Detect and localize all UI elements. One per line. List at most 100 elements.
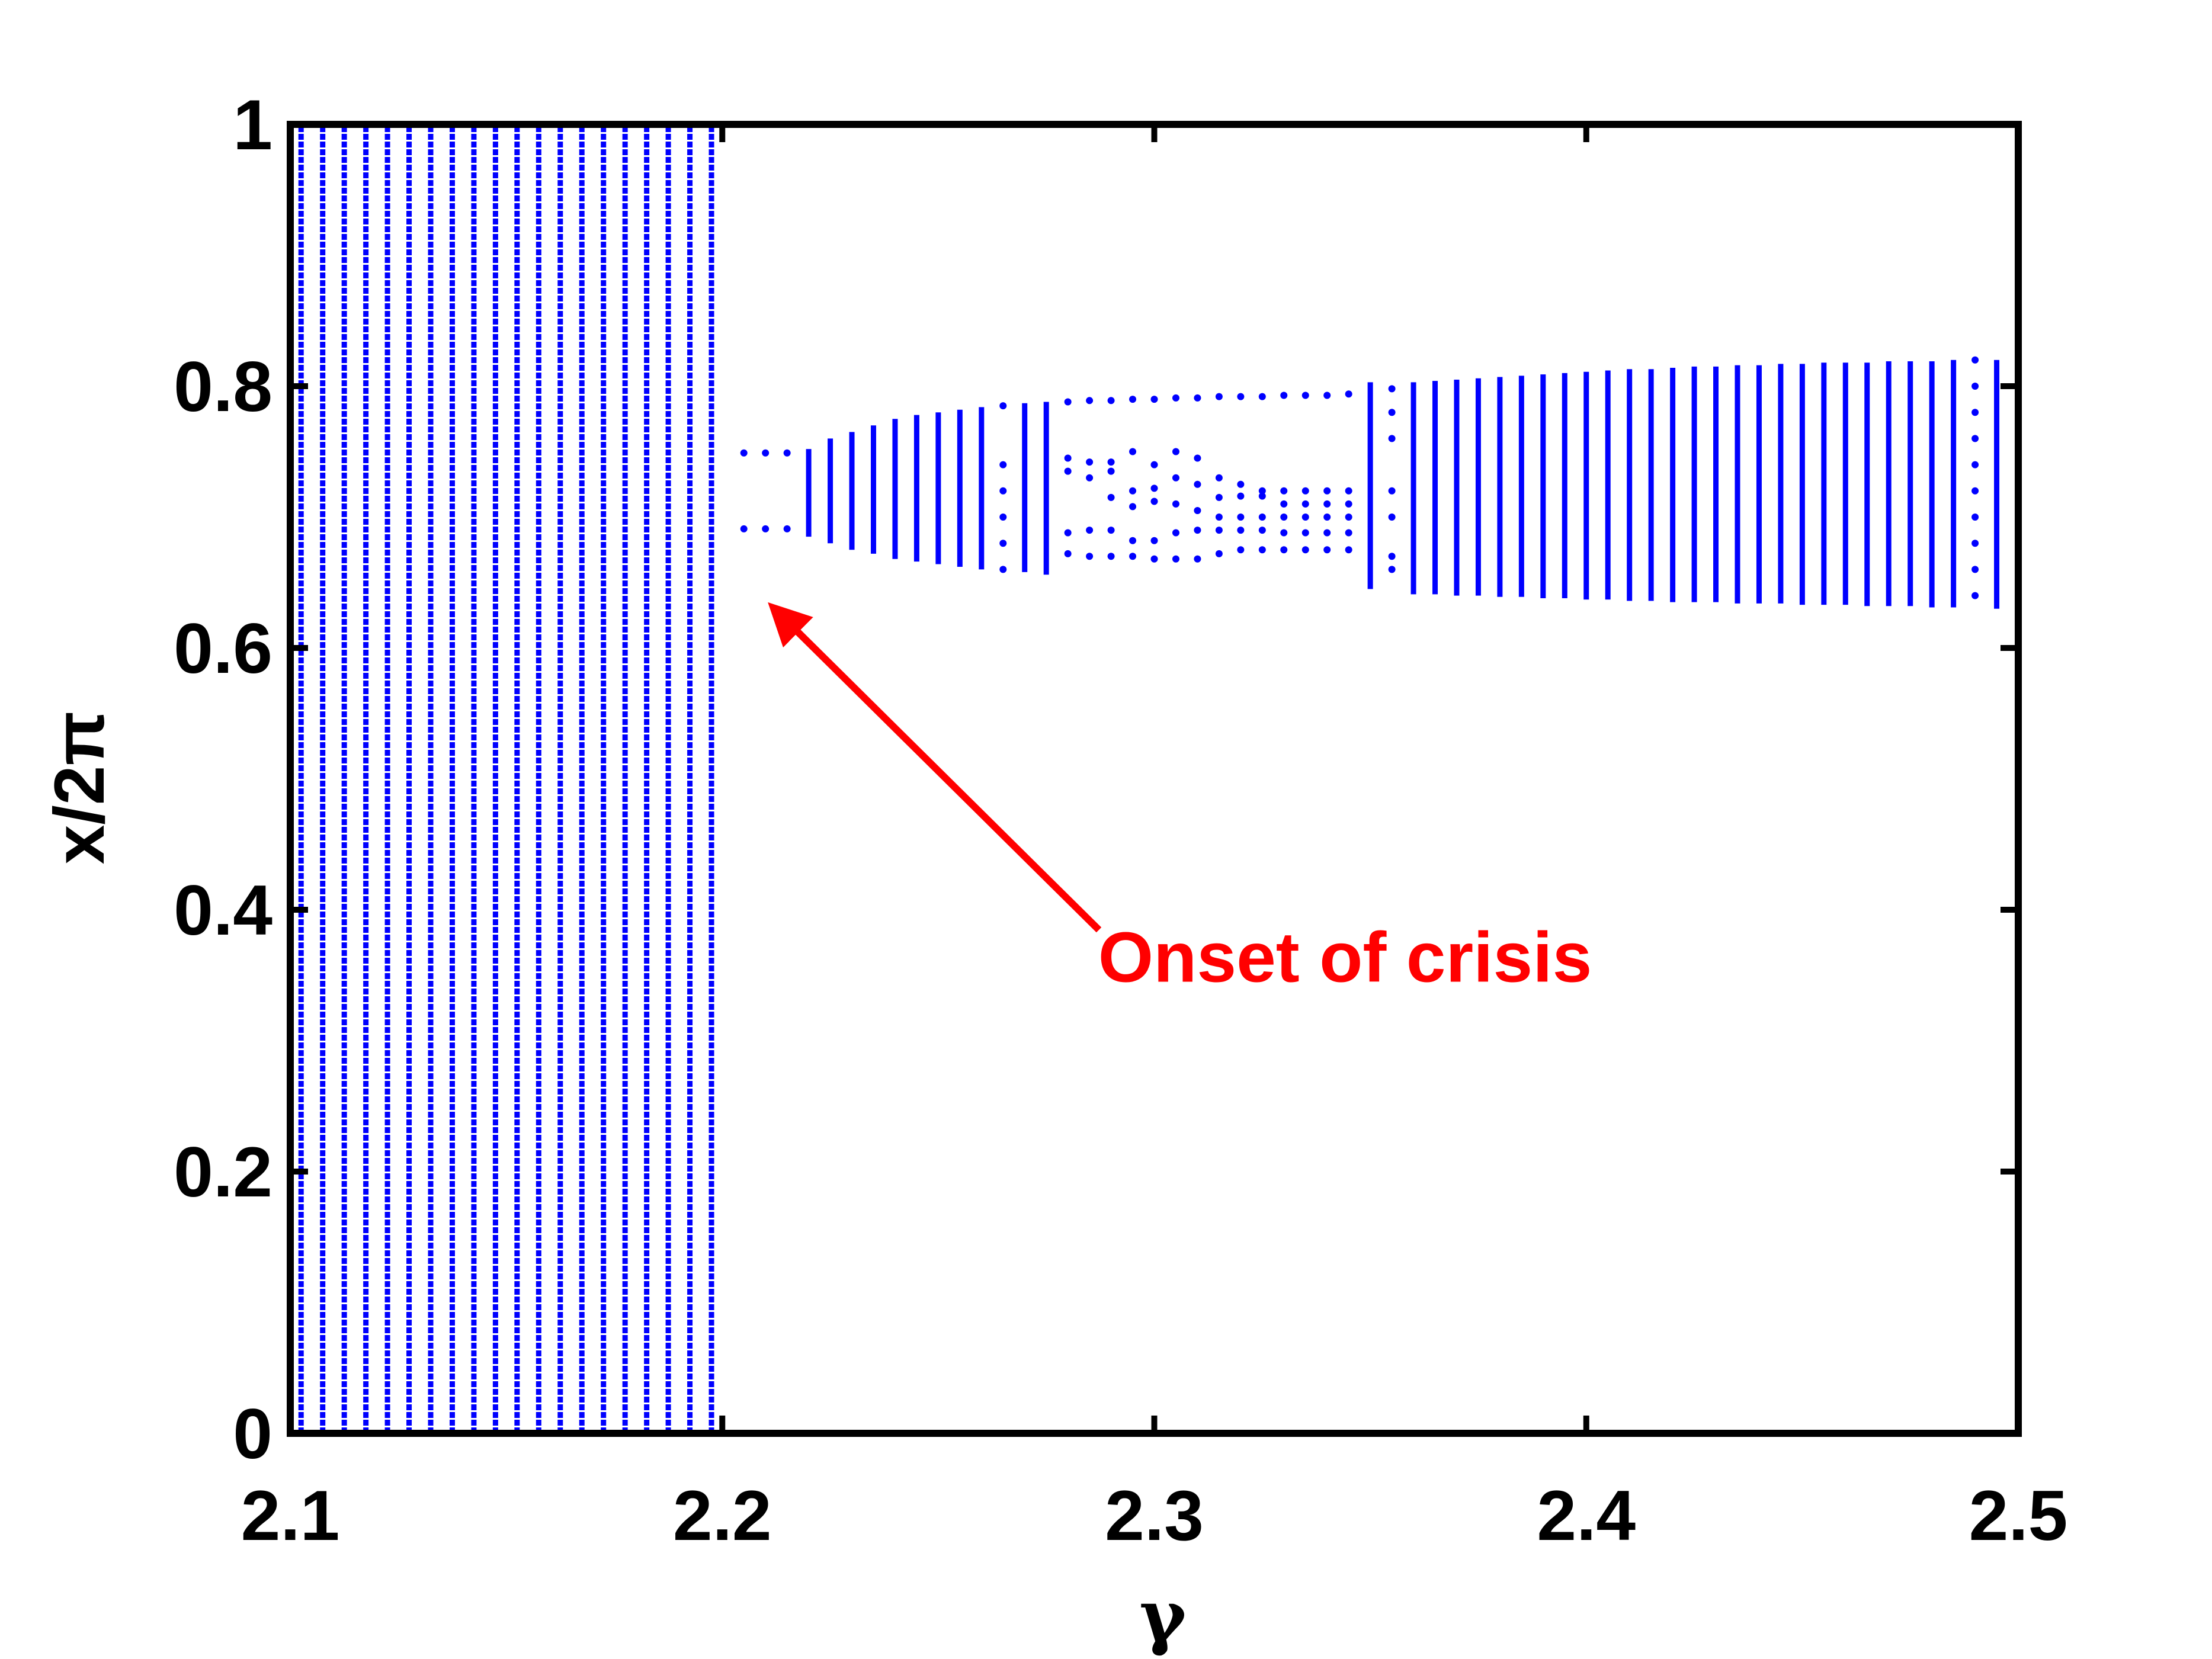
data-point	[1345, 500, 1352, 508]
data-point	[1388, 435, 1396, 442]
x-tick-label: 2.3	[1105, 1476, 1204, 1555]
data-point	[1258, 546, 1266, 554]
data-point	[1172, 555, 1179, 563]
data-point	[1323, 546, 1331, 554]
data-point	[1172, 500, 1179, 508]
data-point	[1345, 529, 1352, 537]
x-tick-label: 2.1	[241, 1476, 340, 1555]
data-point	[1194, 454, 1201, 462]
data-points-layer	[298, 124, 2000, 1433]
data-point	[1301, 487, 1309, 495]
annotation: Onset of crisis	[768, 602, 1592, 997]
data-point	[1388, 385, 1396, 393]
data-point	[1107, 397, 1115, 405]
data-point	[1280, 392, 1288, 399]
data-point	[1172, 394, 1179, 402]
data-point	[1215, 514, 1223, 521]
data-point	[783, 449, 791, 457]
x-tick-label: 2.4	[1537, 1476, 1636, 1555]
data-point	[1301, 514, 1309, 521]
data-point	[1086, 397, 1094, 405]
data-point	[1971, 409, 1979, 416]
y-tick-label: 1	[233, 85, 273, 165]
data-point	[1215, 550, 1223, 557]
data-point	[1258, 527, 1266, 534]
data-point	[1258, 393, 1266, 400]
data-point	[1323, 392, 1331, 399]
data-point	[1194, 506, 1201, 514]
data-point	[1194, 394, 1201, 402]
data-point	[1345, 514, 1352, 521]
data-point	[1971, 435, 1979, 442]
data-point	[1086, 527, 1094, 534]
data-point	[1215, 393, 1223, 400]
data-point	[1150, 537, 1158, 544]
y-axis-label: x/2π	[40, 711, 119, 865]
data-point	[1323, 500, 1331, 508]
data-point	[740, 525, 748, 532]
data-point	[1194, 555, 1201, 563]
data-point	[1280, 514, 1288, 521]
data-point	[999, 487, 1007, 495]
data-point	[999, 540, 1007, 547]
y-tick-label: 0.2	[174, 1132, 273, 1212]
data-point	[1388, 553, 1396, 560]
data-point	[1237, 393, 1245, 400]
data-point	[1107, 553, 1115, 560]
data-point	[1150, 484, 1158, 492]
data-point	[1301, 529, 1309, 537]
data-point	[1237, 546, 1245, 554]
y-tick-label: 0.6	[174, 609, 273, 688]
data-point	[1215, 474, 1223, 482]
data-point	[1064, 529, 1072, 537]
data-point	[783, 525, 791, 532]
data-point	[1301, 500, 1309, 508]
data-point	[1258, 492, 1266, 500]
data-point	[1064, 398, 1072, 406]
data-point	[999, 566, 1007, 573]
data-point	[1323, 487, 1331, 495]
data-point	[1301, 392, 1309, 399]
data-point	[1258, 514, 1266, 521]
tick-labels: 2.1 2.2 2.3 2.4 2.5 0 0.2 0.4 0.6 0.8 1	[174, 85, 2067, 1555]
x-axis-label: γ	[1139, 1574, 1187, 1658]
x-tick-label: 2.5	[1969, 1476, 2068, 1555]
data-point	[1194, 527, 1201, 534]
data-point	[1086, 474, 1094, 482]
data-point	[1388, 566, 1396, 573]
data-point	[1194, 480, 1201, 488]
data-point	[1280, 487, 1288, 495]
data-point	[1107, 527, 1115, 534]
y-tick-label: 0	[233, 1394, 273, 1474]
data-point	[1107, 493, 1115, 501]
data-point	[1258, 487, 1266, 495]
annotation-text: Onset of crisis	[1098, 918, 1592, 997]
data-point	[1150, 461, 1158, 469]
data-point	[1215, 493, 1223, 501]
data-point	[999, 514, 1007, 521]
data-point	[1107, 458, 1115, 466]
data-point	[1323, 529, 1331, 537]
data-point	[1064, 550, 1072, 557]
data-point	[1129, 448, 1137, 455]
data-point	[1215, 527, 1223, 534]
data-point	[1971, 461, 1979, 469]
data-point	[1237, 480, 1245, 488]
data-point	[1129, 503, 1137, 511]
data-point	[1129, 487, 1137, 495]
data-point	[1323, 514, 1331, 521]
data-point	[1172, 529, 1179, 537]
data-point	[1129, 553, 1137, 560]
data-point	[1237, 514, 1245, 521]
y-tick-label: 0.4	[174, 871, 273, 950]
data-point	[1388, 514, 1396, 521]
data-point	[1280, 529, 1288, 537]
data-point	[1971, 356, 1979, 364]
data-point	[1388, 409, 1396, 416]
data-point	[1107, 467, 1115, 475]
data-point	[1971, 592, 1979, 599]
data-point	[1345, 546, 1352, 554]
data-point	[1150, 498, 1158, 505]
data-point	[1971, 566, 1979, 573]
annotation-arrow	[768, 602, 1102, 933]
